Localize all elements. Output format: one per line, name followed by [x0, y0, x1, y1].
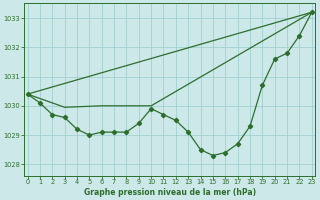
X-axis label: Graphe pression niveau de la mer (hPa): Graphe pression niveau de la mer (hPa): [84, 188, 256, 197]
